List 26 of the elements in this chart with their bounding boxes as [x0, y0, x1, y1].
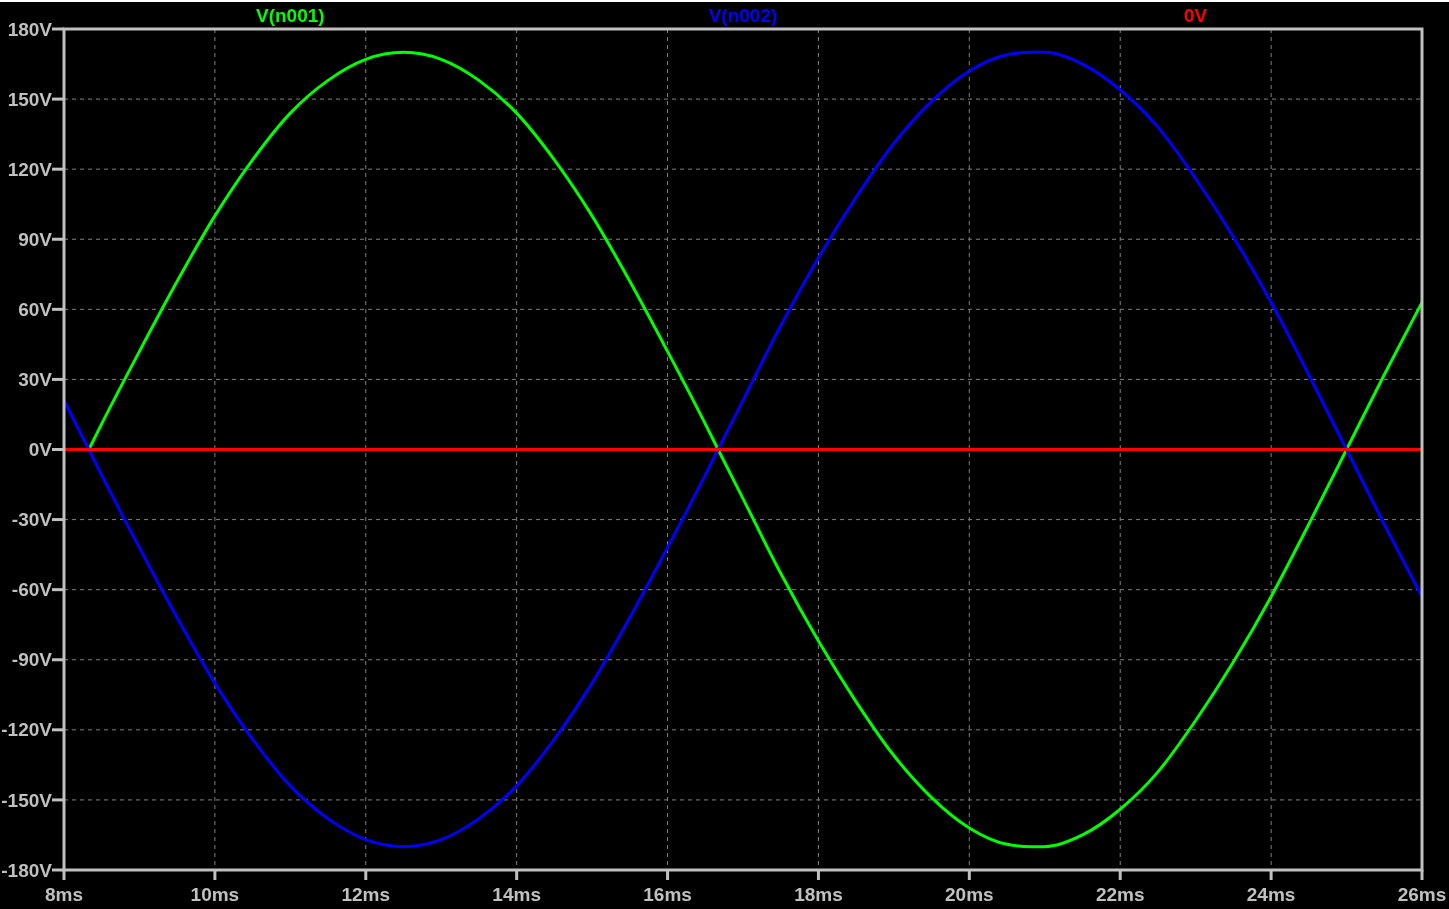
- x-tick-label: 20ms: [945, 884, 994, 905]
- x-tick-label: 10ms: [190, 884, 240, 905]
- y-tick-label: 30V: [18, 369, 53, 391]
- y-tick-label: 150V: [7, 88, 53, 110]
- x-tick-label: 18ms: [794, 884, 843, 905]
- y-tick-label: 180V: [7, 18, 53, 40]
- text: V(n001): [256, 5, 325, 26]
- x-tick-label: 8ms: [44, 884, 84, 905]
- x-tick-label: 12ms: [341, 884, 391, 905]
- y-tick-label: -60V: [11, 579, 53, 601]
- y-tick-label: -120V: [1, 719, 53, 741]
- x-tick-label: 14ms: [492, 884, 541, 905]
- y-tick-label: -150V: [1, 789, 53, 811]
- y-tick-label: 120V: [7, 158, 53, 180]
- x-tick-label: 26ms: [1397, 884, 1447, 905]
- x-tick-label: 22ms: [1095, 884, 1145, 905]
- y-tick-label: -180V: [1, 859, 53, 881]
- y-tick-label: -30V: [11, 509, 53, 531]
- x-tick-label: 16ms: [643, 884, 692, 905]
- text: V(n002): [708, 5, 778, 26]
- x-tick-label: 24ms: [1246, 884, 1296, 905]
- text: 0V: [1184, 5, 1208, 26]
- y-tick-label: 0V: [28, 439, 53, 461]
- y-tick-label: 90V: [18, 228, 53, 250]
- y-tick-label: 60V: [18, 298, 53, 320]
- y-tick-label: -90V: [11, 649, 53, 671]
